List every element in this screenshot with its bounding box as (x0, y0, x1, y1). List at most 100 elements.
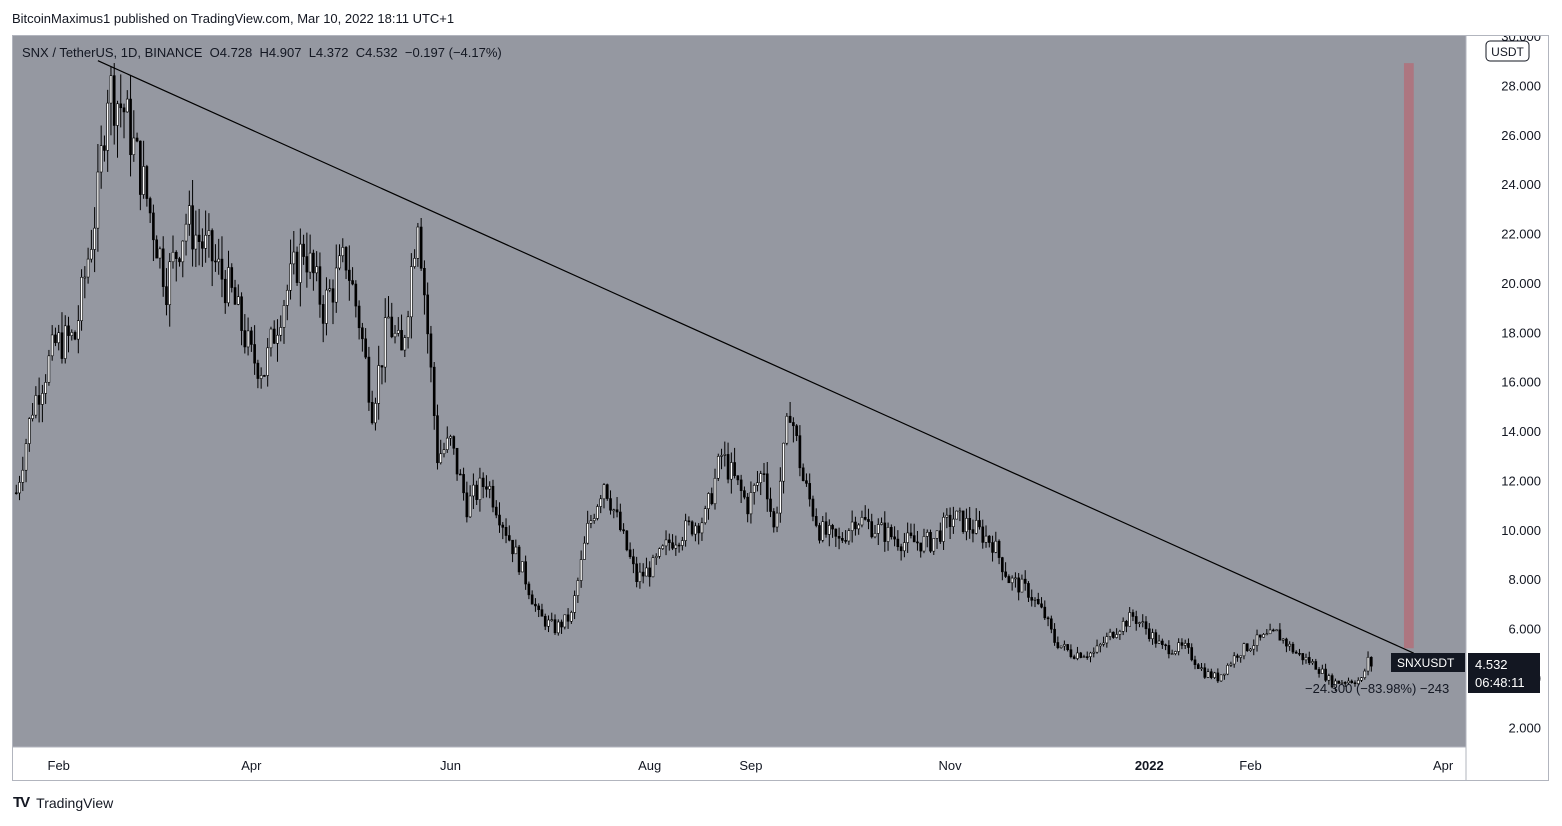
candle-body (292, 251, 296, 265)
candle-series (14, 63, 1373, 691)
candle (1245, 643, 1249, 652)
candle (168, 253, 172, 327)
candle-body (1242, 643, 1246, 657)
candle (863, 505, 867, 521)
candle (795, 424, 798, 442)
candle (1268, 623, 1272, 635)
chart-panel (13, 36, 1466, 747)
candle (811, 495, 815, 522)
candle-body (1307, 657, 1311, 664)
candle (592, 513, 596, 524)
candle-body (47, 355, 51, 383)
candle (638, 562, 642, 589)
candle (566, 608, 570, 629)
candle-body (1098, 644, 1102, 647)
candle-body (83, 276, 87, 279)
candle (442, 442, 446, 458)
candle-body (122, 107, 126, 113)
footer-brand[interactable]: TV TradingView (13, 794, 113, 811)
candle-body (886, 527, 890, 542)
candle (850, 510, 854, 543)
candle (259, 367, 263, 389)
candle-body (1063, 644, 1066, 647)
descending-trendline[interactable] (97, 60, 1415, 654)
candle-body (331, 288, 335, 303)
candle (700, 517, 704, 541)
candle-body (1147, 628, 1151, 640)
candle-body (410, 266, 413, 318)
candle (439, 439, 443, 465)
candle (1144, 616, 1148, 635)
candle-body (677, 544, 681, 547)
candle (511, 539, 514, 563)
candle-body (1059, 645, 1063, 649)
close-label: C (355, 45, 366, 60)
candle-body (1314, 661, 1318, 670)
candle (576, 577, 580, 603)
candle (632, 548, 635, 574)
candle (174, 250, 178, 282)
candle (935, 530, 939, 549)
price-tick-label: 18.000 (1501, 325, 1541, 340)
candle-body (984, 535, 988, 543)
candle-body (1249, 648, 1252, 651)
time-tick-label: Aug (638, 758, 661, 773)
candle (165, 268, 168, 316)
candle-body (814, 516, 818, 526)
candle-body (955, 510, 958, 520)
candle (491, 479, 495, 513)
candle (191, 179, 194, 267)
candle (14, 484, 18, 495)
candle-body (867, 519, 870, 522)
time-axis-panel[interactable] (13, 747, 1466, 780)
candle-body (654, 556, 658, 558)
candle (403, 334, 407, 358)
candle-body (485, 486, 488, 490)
candle (961, 510, 965, 534)
candle-body (21, 469, 25, 483)
candle-body (1206, 671, 1210, 678)
candle-body (18, 482, 21, 494)
candle (1063, 640, 1066, 651)
candle-body (348, 269, 351, 281)
candle (1363, 668, 1367, 680)
candle (912, 523, 916, 543)
candle (547, 615, 550, 633)
candle-body (801, 467, 805, 482)
candle-body (24, 443, 28, 471)
candle-body (263, 375, 266, 377)
candle (899, 543, 903, 561)
candle (958, 507, 962, 522)
candle-body (289, 263, 292, 291)
candle-body (204, 234, 207, 249)
candle-body (716, 456, 720, 479)
candle-body (214, 260, 217, 263)
candle (142, 140, 145, 199)
candle-body (671, 542, 674, 549)
candle-body (416, 226, 420, 259)
candle (106, 89, 110, 172)
candle (540, 603, 544, 617)
candle (357, 300, 361, 340)
candle (1027, 581, 1030, 603)
candle (1023, 570, 1027, 591)
candle (266, 338, 269, 387)
candle-body (44, 382, 47, 394)
candle-body (37, 395, 41, 405)
price-chart[interactable]: 30.000 28.000 26.000 24.000 22.000 20.000 18.0… (13, 36, 1548, 780)
candle (1059, 645, 1063, 649)
usdt-unit-badge[interactable]: USDT (1485, 40, 1530, 62)
candle (148, 196, 152, 223)
price-tick-label: 30.000 (1501, 36, 1541, 44)
candle (521, 561, 524, 573)
candle (788, 401, 792, 423)
candle-body (563, 614, 567, 628)
candle-body (1200, 667, 1203, 670)
candle (553, 614, 557, 635)
candle (423, 260, 426, 315)
candle (1327, 673, 1331, 685)
candle-body (341, 247, 345, 257)
candle-body (1157, 640, 1161, 644)
candle (1174, 650, 1177, 656)
candle-body (759, 473, 763, 484)
